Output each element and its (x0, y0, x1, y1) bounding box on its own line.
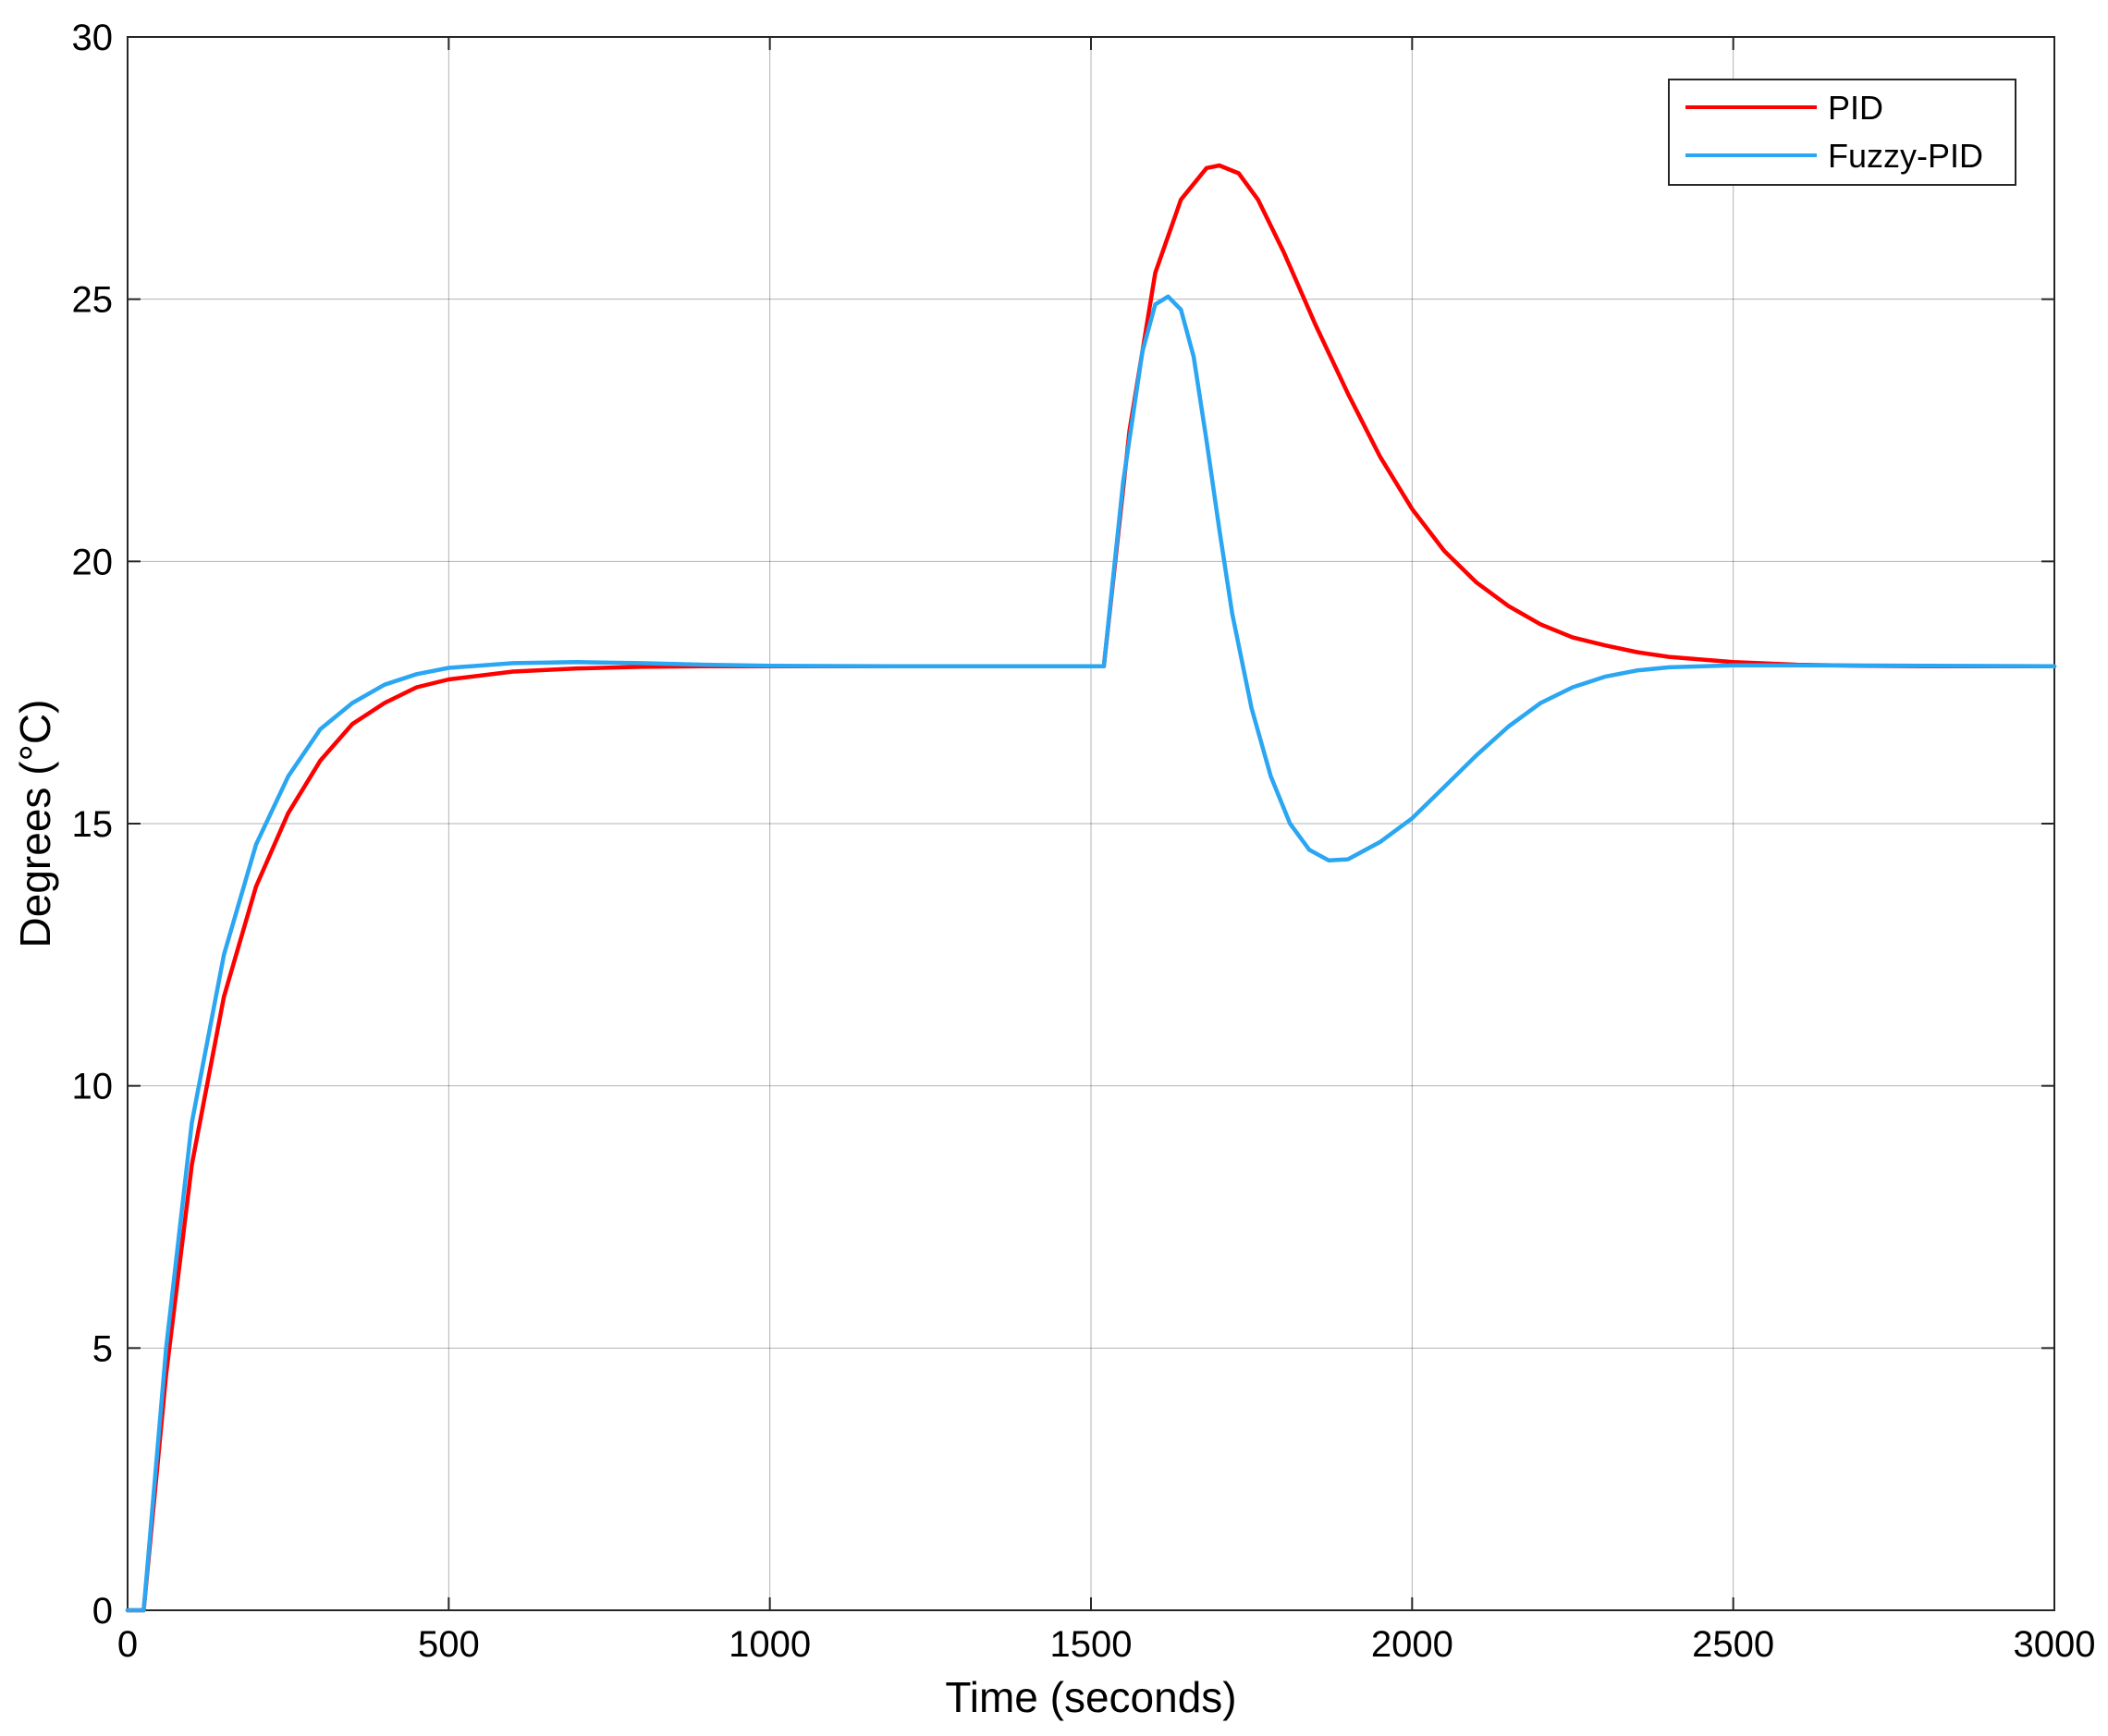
axis-ticks: 0 500 1000 1500 2000 2500 3000 0 5 10 15 20 25 30 (72, 18, 2096, 1665)
y-tick-label: 30 (72, 18, 114, 58)
series-line-pid (125, 163, 2057, 1613)
y-tick-label: 5 (92, 1328, 113, 1369)
x-tick-label: 3000 (2014, 1624, 2096, 1665)
y-axis-label: Degrees (°C) (11, 700, 59, 948)
series-lines (125, 163, 2057, 1613)
legend: PID Fuzzy-PID (1668, 79, 2016, 186)
legend-label-pid: PID (1828, 89, 1883, 127)
y-tick-label: 25 (72, 280, 114, 321)
y-tick-label: 15 (72, 804, 114, 845)
y-tick-label: 20 (72, 542, 114, 582)
x-tick-label: 500 (418, 1624, 480, 1665)
y-tick-label: 0 (92, 1591, 113, 1632)
legend-label-fuzzy-pid: Fuzzy-PID (1828, 137, 1983, 175)
x-tick-label: 2000 (1371, 1624, 1453, 1665)
x-tick-label: 0 (117, 1624, 138, 1665)
x-tick-label: 1000 (729, 1624, 811, 1665)
legend-box (1668, 79, 2016, 186)
series-line-fuzzy-pid (125, 294, 2057, 1613)
y-tick-label: 10 (72, 1067, 114, 1107)
x-tick-label: 2500 (1692, 1624, 1774, 1665)
x-tick-label: 1500 (1050, 1624, 1133, 1665)
x-axis-label: Time (seconds) (945, 1673, 1236, 1721)
